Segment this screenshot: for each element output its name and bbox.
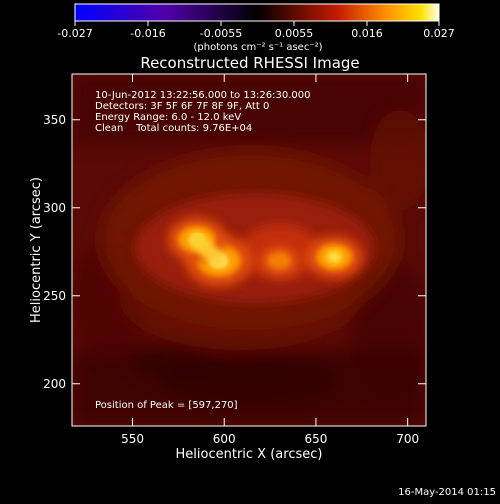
flare-source-bridge bbox=[188, 231, 227, 269]
annotation-energy-range: Energy Range: 6.0 - 12.0 keV bbox=[95, 112, 241, 123]
x-tick-label: 700 bbox=[396, 432, 419, 446]
annotation-block: 10-Jun-2012 13:22:56.000 to 13:26:30.000… bbox=[95, 90, 311, 134]
flare-source bbox=[259, 245, 299, 276]
colorbar: -0.027 -0.016 -0.0055 0.0055 0.016 0.027… bbox=[57, 3, 455, 53]
y-tick-label: 250 bbox=[43, 289, 66, 303]
flare-sources bbox=[167, 217, 363, 287]
y-axis-label: Heliocentric Y (arcsec) bbox=[29, 177, 44, 323]
annotation-detectors: Detectors: 3F 5F 6F 7F 8F 9F, Att 0 bbox=[95, 101, 269, 112]
colorbar-tick-label: 0.027 bbox=[423, 27, 455, 40]
colorbar-gradient bbox=[74, 3, 440, 22]
flare-source bbox=[306, 235, 363, 279]
peak-position-label: Position of Peak = [597,270] bbox=[95, 400, 238, 411]
colorbar-tick-label: -0.0055 bbox=[200, 27, 242, 40]
annotation-total-counts: Clean Total counts: 9.76E+04 bbox=[95, 123, 252, 134]
x-axis: 550 600 650 700 bbox=[121, 74, 419, 446]
colorbar-ticks bbox=[74, 21, 440, 26]
y-tick-label: 300 bbox=[43, 201, 66, 215]
colorbar-tick-label: 0.0055 bbox=[275, 27, 314, 40]
footer-date: 16-May-2014 01:15 bbox=[398, 487, 496, 498]
colorbar-tick-label: 0.016 bbox=[351, 27, 383, 40]
image-area bbox=[72, 74, 426, 426]
annotation-time-range: 10-Jun-2012 13:22:56.000 to 13:26:30.000 bbox=[95, 90, 311, 101]
x-tick-label: 550 bbox=[121, 432, 144, 446]
colorbar-unit-label: (photons cm⁻² s⁻¹ asec⁻²) bbox=[193, 42, 322, 53]
colorbar-tick-label: -0.027 bbox=[57, 27, 92, 40]
chart-title: Reconstructed RHESSI Image bbox=[140, 54, 359, 72]
colorbar-tick-label: -0.016 bbox=[130, 27, 165, 40]
y-tick-label: 200 bbox=[43, 377, 66, 391]
plot-frame bbox=[71, 73, 427, 427]
x-tick-label: 650 bbox=[304, 432, 327, 446]
x-tick-label: 600 bbox=[213, 432, 236, 446]
x-axis-label: Heliocentric X (arcsec) bbox=[176, 447, 323, 462]
y-axis: 200 250 300 350 bbox=[43, 113, 426, 391]
y-tick-label: 350 bbox=[43, 113, 66, 127]
